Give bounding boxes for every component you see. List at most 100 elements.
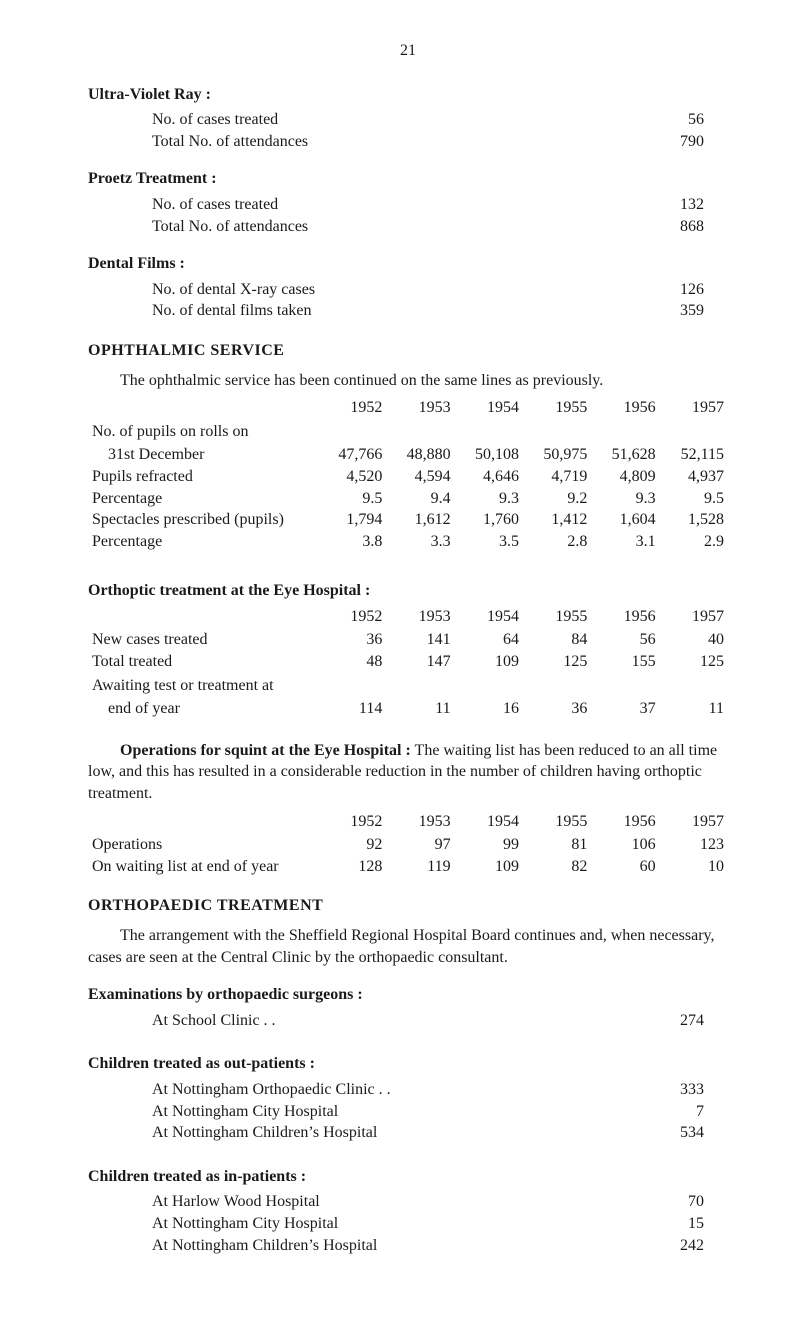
year-header: 1955: [523, 397, 591, 419]
ophth-row-value: 50,108: [455, 444, 523, 466]
year-header: 1957: [660, 811, 728, 833]
year-header: 1955: [523, 811, 591, 833]
orthopaedic-heading: ORTHOPAEDIC TREATMENT: [88, 895, 728, 917]
dental-title: Dental Films :: [88, 253, 728, 275]
in-title: Children treated as in-patients :: [88, 1166, 728, 1188]
ophth-row-value: 9.5: [660, 488, 728, 510]
ophth-row-label: 31st December: [88, 444, 318, 466]
orthoptic-title: Orthoptic treatment at the Eye Hospital …: [88, 580, 728, 602]
ophth-row-value: 1,794: [318, 509, 386, 531]
ophth-row-value: 1,528: [660, 509, 728, 531]
ophth-row-value: 1,612: [386, 509, 454, 531]
uv-row-value: 790: [614, 131, 728, 153]
ortho-row-value: 56: [591, 629, 659, 651]
year-header: 1957: [660, 606, 728, 628]
year-header: 1952: [318, 606, 386, 628]
ops-row-value: 123: [660, 834, 728, 856]
ophth-row-value: 9.4: [386, 488, 454, 510]
year-header: 1955: [523, 606, 591, 628]
in-row-value: 70: [614, 1191, 728, 1213]
ophth-row-value: 1,760: [455, 509, 523, 531]
ortho-await-row-label: end of year: [88, 698, 318, 720]
year-header: 1952: [318, 811, 386, 833]
ophth-row-label: Spectacles prescribed (pupils): [88, 509, 318, 531]
ops-row-value: 92: [318, 834, 386, 856]
ortho-row-value: 109: [455, 651, 523, 673]
year-header: 1953: [386, 606, 454, 628]
ortho-await-lead: Awaiting test or treatment at: [88, 675, 318, 697]
out-row-label: At Nottingham Children’s Hospital: [152, 1122, 614, 1144]
ortho-row-label: Total treated: [88, 651, 318, 673]
ortho-row-value: 40: [660, 629, 728, 651]
ophth-row-value: 52,115: [660, 444, 728, 466]
year-header: 1956: [591, 606, 659, 628]
out-row-label: At Nottingham Orthopaedic Clinic . .: [152, 1079, 614, 1101]
ops-row-value: 97: [386, 834, 454, 856]
ophth-row-value: 4,594: [386, 466, 454, 488]
in-row-value: 242: [614, 1235, 728, 1257]
ops-row-value: 60: [591, 856, 659, 878]
ophth-row-value: 3.3: [386, 531, 454, 553]
ortho-row-value: 125: [523, 651, 591, 673]
ophth-row-value: 3.5: [455, 531, 523, 553]
ops-row-value: 119: [386, 856, 454, 878]
ortho-await-row-value: 114: [318, 698, 386, 720]
ops-row-value: 10: [660, 856, 728, 878]
exam-title: Examinations by orthopaedic surgeons :: [88, 984, 728, 1006]
ops-row-value: 128: [318, 856, 386, 878]
dental-row-label: No. of dental X-ray cases: [152, 279, 614, 301]
ophth-row-value: 47,766: [318, 444, 386, 466]
proetz-row-label: No. of cases treated: [152, 194, 614, 216]
ophth-row-value: 4,646: [455, 466, 523, 488]
ophth-row-value: 4,809: [591, 466, 659, 488]
out-row-value: 534: [614, 1122, 728, 1144]
ophthalmic-heading: OPHTHALMIC SERVICE: [88, 340, 728, 362]
ophth-row-value: 9.2: [523, 488, 591, 510]
ophth-lead-label: No. of pupils on rolls on: [88, 421, 318, 443]
year-header: 1954: [455, 606, 523, 628]
ortho-await-row-value: 36: [523, 698, 591, 720]
year-header: 1956: [591, 811, 659, 833]
ops-row-label: On waiting list at end of year: [88, 856, 318, 878]
ophth-row-value: 9.5: [318, 488, 386, 510]
ortho-await-row-value: 11: [386, 698, 454, 720]
ops-row-label: Operations: [88, 834, 318, 856]
in-row-label: At Nottingham Children’s Hospital: [152, 1235, 614, 1257]
ophth-row-value: 3.8: [318, 531, 386, 553]
ortho-row-value: 141: [386, 629, 454, 651]
ops-row-value: 106: [591, 834, 659, 856]
ortho-row-label: New cases treated: [88, 629, 318, 651]
proetz-row-value: 132: [614, 194, 728, 216]
ophth-row-value: 50,975: [523, 444, 591, 466]
ortho-await-row-value: 37: [591, 698, 659, 720]
year-header: 1953: [386, 811, 454, 833]
proetz-title: Proetz Treatment :: [88, 168, 728, 190]
dental-row-label: No. of dental films taken: [152, 300, 614, 322]
ortho-row-value: 147: [386, 651, 454, 673]
year-header: 1956: [591, 397, 659, 419]
dental-row-value: 359: [614, 300, 728, 322]
orthopaedic-para: The arrangement with the Sheffield Regio…: [88, 925, 728, 968]
uv-title: Ultra-Violet Ray :: [88, 84, 728, 106]
dental-row-value: 126: [614, 279, 728, 301]
ortho-await-row-value: 16: [455, 698, 523, 720]
operations-para: Operations for squint at the Eye Hospita…: [88, 740, 728, 805]
uv-row-label: Total No. of attendances: [152, 131, 614, 153]
year-header: 1952: [318, 397, 386, 419]
ophth-row-label: Percentage: [88, 531, 318, 553]
uv-row-label: No. of cases treated: [152, 109, 614, 131]
ortho-row-value: 125: [660, 651, 728, 673]
exam-row-label: At School Clinic . .: [152, 1010, 614, 1032]
ophth-row-value: 1,604: [591, 509, 659, 531]
ortho-await-row-value: 11: [660, 698, 728, 720]
ophth-row-value: 9.3: [591, 488, 659, 510]
ophth-row-value: 4,719: [523, 466, 591, 488]
ortho-row-value: 64: [455, 629, 523, 651]
year-header: 1954: [455, 811, 523, 833]
ops-row-value: 82: [523, 856, 591, 878]
exam-row-value: 274: [614, 1010, 728, 1032]
ophth-row-value: 4,520: [318, 466, 386, 488]
ophth-row-value: 48,880: [386, 444, 454, 466]
ophth-row-value: 3.1: [591, 531, 659, 553]
ortho-row-value: 48: [318, 651, 386, 673]
